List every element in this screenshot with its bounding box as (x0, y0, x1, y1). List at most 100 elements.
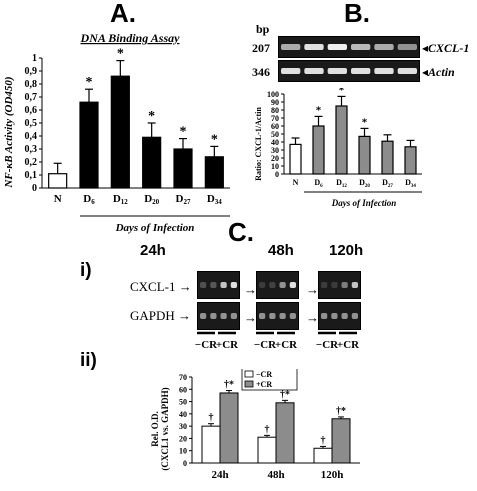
bar-48h-plus-cr (275, 402, 295, 464)
gene-cxcl1-label-c: CXCL-1 → (130, 279, 192, 294)
bar-d6 (79, 101, 99, 189)
bar-n (48, 173, 68, 189)
y-tick-label: 0,7 (25, 92, 38, 103)
y-tick-label: 0,8 (25, 79, 38, 90)
lane-label: −CR (254, 339, 277, 351)
chart-a: DNA Binding Assay NF-κB Activity (OD450)… (3, 31, 230, 234)
x-tick-label: 120h (321, 469, 344, 481)
gel-band (200, 313, 207, 319)
bar-d34 (204, 156, 224, 189)
significance-mark: * (211, 132, 218, 147)
gel-band (397, 44, 417, 50)
chart-c-ylabel2: (CXCL1 vs. GAPDH) (160, 387, 170, 470)
gel-band (230, 313, 237, 319)
gel-cxcl1-b (278, 36, 420, 58)
x-tick-label: D12 (113, 193, 128, 206)
gene-gapdh-label-c: GAPDH → (130, 308, 192, 323)
panel-cii-label: ii) (80, 350, 97, 371)
chart-c: Rel. O.D. (CXCL1 vs. GAPDH) −CR +CR 0 10 2… (150, 369, 360, 481)
x-tick-label: D20 (144, 193, 159, 206)
x-tick-label: D27 (382, 178, 393, 189)
panel-a-letter: A. (110, 0, 136, 28)
y-tick-label: 60 (179, 385, 187, 394)
gel-band (341, 282, 348, 288)
significance-mark: * (316, 104, 322, 116)
panel-ci-label: i) (80, 260, 92, 281)
gel-band (304, 68, 324, 74)
y-tick-label: 0 (275, 170, 279, 179)
bar-d12 (110, 75, 130, 189)
gel-band (269, 282, 276, 288)
bar-24h-minus-cr (201, 425, 221, 464)
y-tick-label: 60 (271, 122, 279, 131)
lane-label: +CR (216, 339, 239, 351)
gel-band (374, 44, 394, 50)
y-tick-label: 70 (179, 373, 187, 382)
chart-a-title: DNA Binding Assay (80, 31, 181, 45)
x-tick-label: N (54, 193, 62, 205)
y-tick-label: 70 (271, 114, 279, 123)
chart-a-xlabel: Days of Infection (115, 222, 195, 234)
bar-120h-minus-cr (313, 447, 333, 464)
bar-48h-minus-cr (257, 436, 277, 464)
y-tick-label: 0,2 (25, 157, 38, 168)
y-tick-label: 80 (271, 106, 279, 115)
bp-207-label: 207 (252, 41, 270, 55)
significance-mark: * (86, 75, 93, 90)
gene-cxcl1-label-b: ◂CXCL-1 (422, 41, 470, 55)
x-tick-label: D20 (359, 178, 370, 189)
y-tick-label: 1 (32, 53, 37, 64)
gel-band (289, 282, 296, 288)
gel-cxcl1-48h (256, 271, 299, 299)
x-tick-label: D34 (405, 178, 416, 189)
legend-label-plus-cr: +CR (256, 380, 272, 389)
significance-mark: * (148, 109, 155, 124)
gel-band (279, 282, 286, 288)
significance-mark: † (265, 424, 270, 435)
bp-346-label: 346 (252, 65, 270, 79)
lane-label: −CR (316, 339, 339, 351)
bar-d34 (404, 146, 417, 175)
significance-mark: †* (336, 406, 346, 417)
gel-band (269, 313, 276, 319)
bp-label: bp (256, 22, 270, 36)
significance-mark: †* (280, 389, 290, 400)
arrow-120h-cxcl1: → (306, 282, 319, 297)
gel-band (304, 44, 324, 50)
significance-mark: †* (224, 380, 234, 391)
significance-mark: † (209, 413, 214, 424)
y-tick-label: 0,6 (25, 105, 38, 116)
y-tick-label: 0,4 (25, 131, 38, 142)
y-tick-label: 20 (179, 434, 187, 443)
chart-b-xlabel: Days of Infection (331, 198, 397, 208)
chart-c-ylabel1: Rel. O.D. (150, 411, 160, 447)
y-tick-label: 0,1 (25, 170, 38, 181)
gel-band (281, 68, 301, 74)
y-tick-label: 0 (183, 459, 187, 468)
lane-brackets: −CR+CR −CR+CR −CR+CR (195, 331, 360, 351)
y-tick-label: 50 (179, 398, 187, 407)
time-label-120h: 120h (329, 242, 364, 259)
gel-cxcl1-24h (197, 271, 240, 299)
significance-mark: * (362, 116, 368, 128)
x-tick-label: D6 (314, 178, 323, 189)
y-tick-label: 10 (271, 162, 279, 171)
bar-d20 (142, 136, 162, 189)
lane-label: +CR (275, 339, 298, 351)
chart-b-ylabel: Ratio: CXCL-1/Actin (254, 107, 263, 181)
y-tick-label: 40 (271, 138, 279, 147)
gel-band (331, 313, 338, 319)
bar-24h-plus-cr (219, 392, 239, 464)
legend-label-minus-cr: −CR (256, 370, 272, 379)
gel-band (230, 282, 237, 288)
bar-d20 (358, 135, 371, 175)
gel-band (351, 44, 371, 50)
bar-120h-plus-cr (331, 418, 351, 464)
gel-band (374, 68, 394, 74)
chart-b: Ratio: CXCL-1/Actin Days of Infection 01… (254, 88, 422, 208)
x-tick-label: D27 (176, 193, 191, 206)
gel-band (200, 282, 207, 288)
x-tick-label: N (293, 178, 299, 187)
gel-band (210, 282, 217, 288)
gel-band (331, 282, 338, 288)
